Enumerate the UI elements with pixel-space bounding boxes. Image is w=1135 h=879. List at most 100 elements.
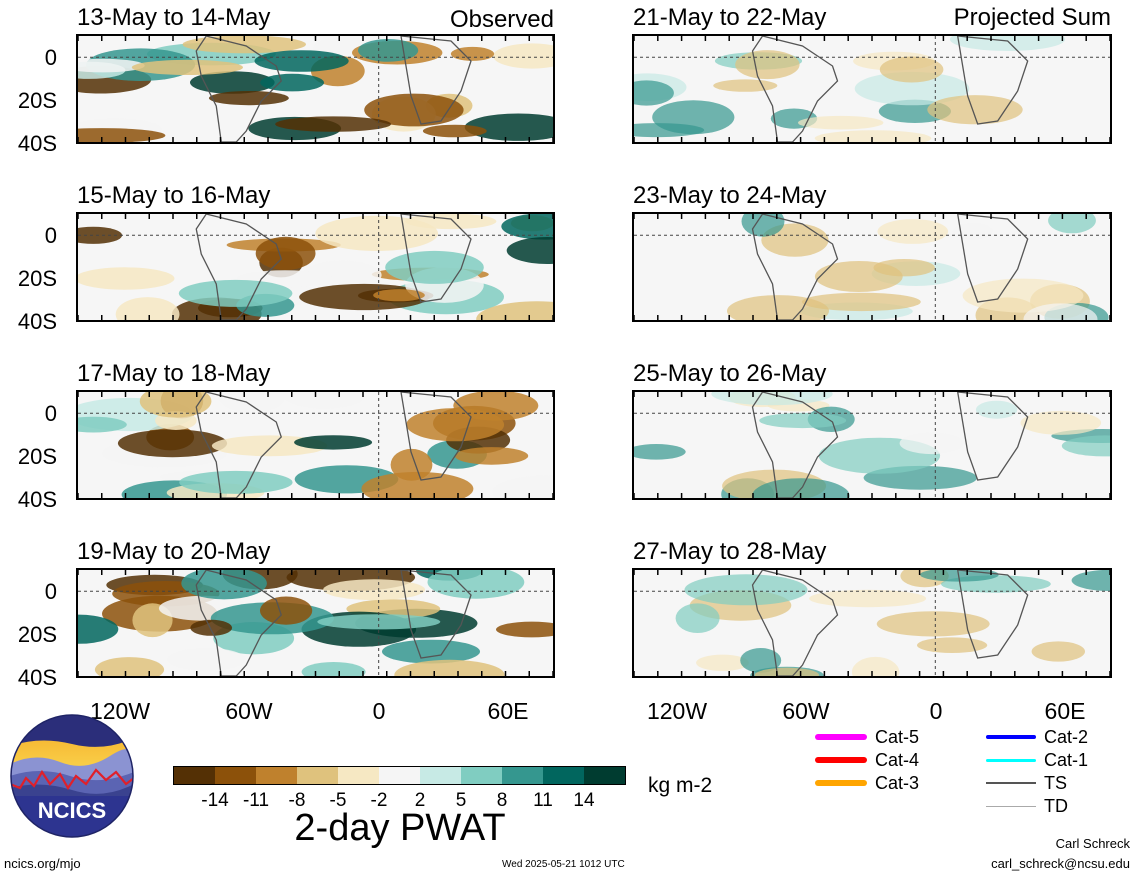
panel-title: 13-May to 14-May bbox=[77, 4, 271, 31]
anomaly-contour bbox=[358, 39, 419, 62]
colorbar-swatch bbox=[543, 767, 584, 784]
anomaly-contour bbox=[301, 662, 366, 676]
anomaly-contour bbox=[190, 71, 275, 94]
colorbar-tick: -11 bbox=[242, 790, 270, 811]
anomaly-contour bbox=[464, 113, 553, 141]
south-america-outline bbox=[751, 570, 839, 676]
legend-swatch bbox=[986, 735, 1036, 739]
lat-label: 0 bbox=[44, 223, 57, 248]
pwat-map bbox=[632, 34, 1112, 144]
colorbar-swatch bbox=[215, 767, 256, 784]
anomaly-contour bbox=[218, 392, 285, 413]
anomaly-contour bbox=[684, 574, 808, 606]
legend-label: Cat-1 bbox=[1044, 750, 1089, 770]
lat-label: 20S bbox=[17, 444, 57, 469]
anomaly-contour bbox=[634, 123, 705, 138]
anomaly-contour bbox=[190, 619, 233, 636]
footer-author: Carl Schreck bbox=[1055, 836, 1130, 851]
lat-label: 40S bbox=[17, 665, 57, 690]
lon-label: 120W bbox=[646, 698, 708, 724]
colorbar-swatch bbox=[174, 767, 215, 784]
anomaly-contour bbox=[167, 648, 246, 671]
anomaly-contour bbox=[877, 219, 949, 244]
anomaly-contour bbox=[78, 226, 123, 244]
africa-outline bbox=[957, 214, 1029, 303]
anomaly-contour bbox=[1061, 435, 1110, 457]
legend-item-ts: TS bbox=[986, 773, 1067, 793]
south-america-outline bbox=[195, 36, 282, 142]
legend-label: TD bbox=[1044, 796, 1068, 816]
lon-label: 60E bbox=[1044, 698, 1086, 724]
anomaly-contour bbox=[254, 50, 349, 72]
lat-label: 40S bbox=[17, 309, 57, 334]
lon-label: 120W bbox=[89, 698, 151, 724]
anomaly-contour bbox=[255, 236, 316, 270]
anomaly-contour bbox=[496, 621, 553, 638]
colorbar-units: kg m-2 bbox=[648, 774, 713, 797]
south-america-outline bbox=[751, 392, 839, 498]
africa-outline bbox=[400, 214, 472, 303]
anomaly-contour bbox=[501, 214, 553, 240]
colorbar-swatches bbox=[173, 766, 626, 785]
panel-tag: Observed bbox=[449, 6, 554, 33]
anomaly-contour bbox=[209, 91, 289, 106]
lat-label: 40S bbox=[17, 131, 57, 156]
anomaly-contour bbox=[115, 297, 180, 320]
pwat-field bbox=[634, 214, 1110, 320]
anomaly-contour bbox=[260, 73, 324, 92]
pwat-map bbox=[632, 568, 1112, 678]
south-america-outline bbox=[195, 392, 282, 498]
anomaly-contour bbox=[1071, 570, 1110, 591]
panel-title: 21-May to 22-May bbox=[633, 4, 827, 31]
lat-label: 20S bbox=[17, 266, 57, 291]
anomaly-contour bbox=[873, 259, 935, 277]
colorbar-swatch bbox=[256, 767, 297, 784]
anomaly-contour bbox=[506, 237, 553, 264]
pwat-field bbox=[78, 36, 553, 142]
footer-email[interactable]: carl_schreck@ncsu.edu bbox=[991, 856, 1130, 871]
pwat-map bbox=[632, 212, 1112, 322]
pwat-field bbox=[78, 392, 553, 498]
colorbar-tick: 5 bbox=[455, 790, 467, 811]
legend-swatch bbox=[815, 780, 867, 786]
anomaly-contour bbox=[78, 128, 166, 142]
colorbar-tick: 11 bbox=[533, 790, 553, 811]
legend-swatch bbox=[986, 805, 1036, 807]
anomaly-contour bbox=[801, 292, 921, 312]
anomaly-contour bbox=[78, 267, 175, 290]
colorbar-tick: 8 bbox=[496, 790, 508, 811]
panel-title: 23-May to 24-May bbox=[633, 182, 827, 209]
anomaly-contour bbox=[450, 46, 495, 61]
anomaly-contour bbox=[727, 295, 829, 320]
anomaly-contour bbox=[78, 416, 127, 433]
anomaly-contour bbox=[260, 596, 313, 625]
ncics-logo: NCICS bbox=[10, 714, 134, 838]
anomaly-contour bbox=[275, 116, 391, 132]
anomaly-contour bbox=[117, 429, 228, 458]
anomaly-contour bbox=[390, 448, 433, 481]
pwat-field bbox=[78, 570, 553, 676]
pwat-map bbox=[76, 34, 555, 144]
anomaly-contour bbox=[754, 667, 819, 676]
south-america-outline bbox=[195, 570, 282, 676]
anomaly-contour bbox=[406, 408, 505, 442]
anomaly-contour bbox=[94, 657, 165, 676]
lat-label: 0 bbox=[44, 579, 57, 604]
legend-label: TS bbox=[1044, 773, 1068, 793]
panel-title: 15-May to 16-May bbox=[77, 182, 271, 209]
panel-title: 25-May to 26-May bbox=[633, 360, 827, 387]
footer-url[interactable]: ncics.org/mjo bbox=[4, 856, 81, 871]
legend-item-cat4: Cat-4 bbox=[815, 750, 919, 770]
legend-label: Cat-3 bbox=[875, 773, 920, 793]
anomaly-contour bbox=[809, 589, 927, 608]
anomaly-contour bbox=[492, 475, 553, 498]
anomaly-contour bbox=[975, 400, 1018, 419]
colorbar-swatch bbox=[379, 767, 420, 784]
anomaly-contour bbox=[78, 614, 119, 644]
anomaly-contour bbox=[851, 656, 900, 676]
lat-label: 40S bbox=[17, 487, 57, 512]
anomaly-contour bbox=[317, 614, 441, 630]
africa-outline bbox=[400, 570, 472, 659]
south-america-outline bbox=[751, 214, 839, 320]
anomaly-contour bbox=[899, 432, 964, 455]
